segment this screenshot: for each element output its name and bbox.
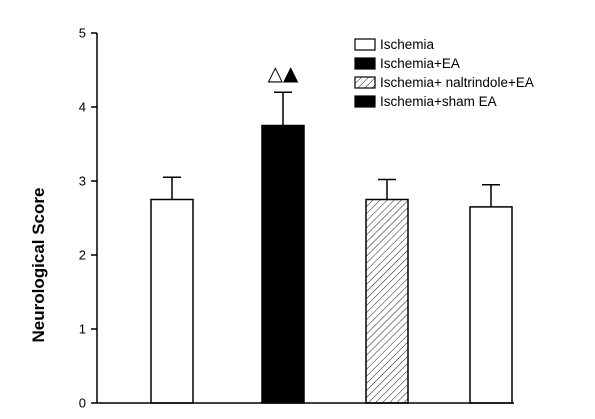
bar <box>150 198 194 404</box>
legend-swatch <box>354 57 376 70</box>
y-tick-label: 4 <box>79 100 86 115</box>
legend: Ischemia Ischemia+EA Ischemia+ naltrindole… <box>354 37 534 109</box>
significance-marker: △▲ <box>268 61 299 85</box>
legend-label: Ischemia+sham EA <box>380 94 497 109</box>
bars <box>97 91 514 404</box>
bar <box>469 206 513 404</box>
bar <box>261 124 305 404</box>
y-tick-label: 0 <box>79 396 86 411</box>
legend-label: Ischemia <box>380 37 435 52</box>
y-tick-label: 1 <box>79 322 86 337</box>
bar <box>365 198 409 404</box>
y-tick-label: 2 <box>79 248 86 263</box>
legend-swatch <box>354 38 376 51</box>
legend-swatch <box>354 76 376 89</box>
y-axis-label: Neurological Score <box>29 188 48 343</box>
legend-label: Ischemia+ naltrindole+EA <box>380 75 534 90</box>
y-tick-label: 3 <box>79 174 86 189</box>
y-tick-label: 5 <box>79 26 86 41</box>
y-axis: 0 1 2 3 4 5 <box>79 26 98 411</box>
legend-swatch <box>354 95 376 108</box>
legend-label: Ischemia+EA <box>380 56 460 71</box>
annotations: △▲ <box>268 61 299 85</box>
